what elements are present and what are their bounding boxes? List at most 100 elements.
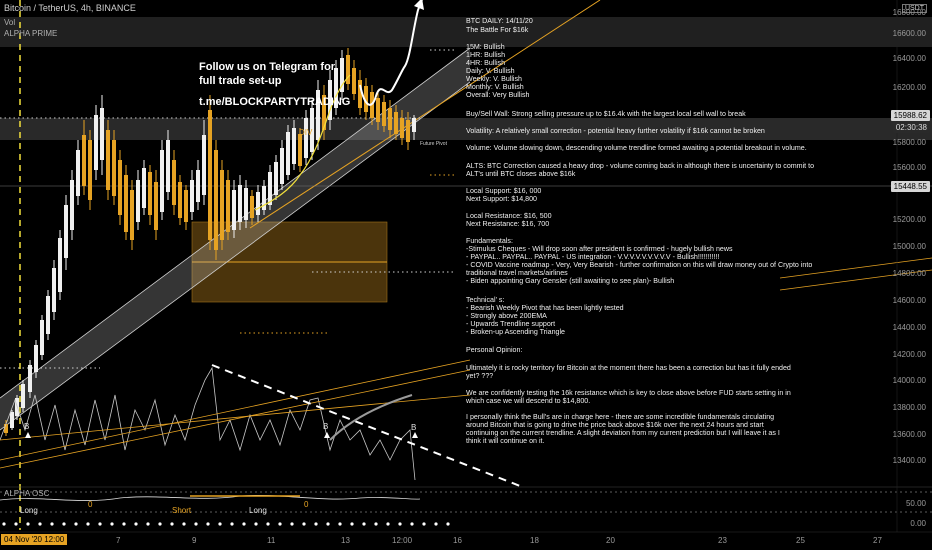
current-price-tag: 15988.62: [890, 110, 930, 121]
buy-triangle-icon: [324, 432, 330, 438]
timeframe-overall: Overall: Very Bullish: [466, 91, 530, 99]
candle-body: [64, 205, 68, 258]
candle-body: [70, 180, 74, 230]
osc-zero-marker: 0: [304, 500, 309, 509]
candle-body: [406, 120, 410, 142]
technical-item: - Upwards Trendline support: [466, 320, 556, 328]
osc-dot-marker: [14, 522, 18, 526]
opinion-paragraph-2: We are confidently testing the 16k resis…: [466, 389, 791, 405]
osc-dot-marker: [386, 522, 390, 526]
osc-dot-marker: [86, 522, 90, 526]
ema-curve: [254, 74, 351, 211]
candle-body: [208, 110, 212, 240]
candle-body: [4, 424, 8, 433]
osc-dot-marker: [326, 522, 330, 526]
timeframe-monthly: Monthly: V. Bullish: [466, 83, 524, 91]
candle-body: [244, 188, 248, 220]
candle-body: [154, 182, 158, 230]
candle-body: [346, 55, 350, 84]
price-axis-label: 14800.00: [892, 269, 926, 278]
candle-body: [10, 412, 14, 428]
price-axis-label: 15800.00: [892, 138, 926, 147]
date-cursor-tag: 04 Nov '20 12:00: [1, 534, 68, 545]
timeframe-15m: 15M: Bullish: [466, 43, 505, 51]
technical-item: - Bearish Weekly Pivot that has been lig…: [466, 304, 624, 312]
timeframe-daily: Daily: V. Bullish: [466, 67, 515, 75]
candle-body: [58, 238, 62, 292]
price-axis-label: 15200.00: [892, 215, 926, 224]
osc-dot-marker: [398, 522, 402, 526]
candle-body: [292, 128, 296, 164]
candle-body: [166, 140, 170, 192]
support-price-tag: 15448.55: [890, 181, 930, 192]
candle-body: [112, 140, 116, 196]
symbol-title[interactable]: Bitcoin / TetherUS, 4h, BINANCE: [4, 3, 136, 13]
candle-body: [262, 186, 266, 210]
candle-body: [76, 150, 80, 196]
price-axis-label: 16800.00: [892, 8, 926, 17]
osc-dot-marker: [134, 522, 138, 526]
technical-item: - Strongly above 200EMA: [466, 312, 547, 320]
opinion-paragraph-1: Ultimately it is rocky territory for Bit…: [466, 364, 791, 380]
candle-body: [316, 90, 320, 140]
volatility-zone-band: [0, 118, 932, 140]
candle-body: [184, 190, 188, 222]
osc-dot-marker: [242, 522, 246, 526]
candle-body: [106, 130, 110, 190]
local-support: Local Support: $16, 000: [466, 187, 542, 195]
currency-badge: USDT: [901, 4, 927, 13]
osc-dot-marker: [290, 522, 294, 526]
osc-gray-curve: [329, 394, 413, 441]
candle-body: [94, 115, 98, 170]
alpha-osc-line: [0, 494, 421, 501]
price-axis-label: 14200.00: [892, 350, 926, 359]
price-axis-label: 16600.00: [892, 29, 926, 38]
candle-body: [142, 168, 146, 208]
candle-body: [250, 196, 254, 218]
time-axis-label: 20: [606, 536, 615, 545]
osc-dot-marker: [62, 522, 66, 526]
alpha-prime-line: [0, 366, 416, 481]
time-axis-label: 9: [192, 536, 197, 545]
osc-dot-marker: [434, 522, 438, 526]
candle-body: [130, 190, 134, 240]
alpha-prime-indicator-label[interactable]: ALPHA PRIME: [4, 29, 58, 38]
osc-dot-marker: [410, 522, 414, 526]
price-axis-label: 14600.00: [892, 296, 926, 305]
time-axis-label: 27: [873, 536, 882, 545]
buy-signal-label: B: [323, 422, 329, 431]
timeframe-1hr: 1HR: Bullish: [466, 51, 506, 59]
price-axis-label: 15000.00: [892, 242, 926, 251]
alts-note-2: ALT's until BTC closes above $16k: [466, 170, 576, 178]
osc-dot-marker: [38, 522, 42, 526]
candle-body: [364, 86, 368, 112]
divergence-label: DIV: [299, 128, 313, 137]
buy-triangle-icon: [25, 432, 31, 438]
candle-body: [40, 320, 44, 355]
technical-title: Technical' s:: [466, 296, 505, 304]
price-axis-label: 13400.00: [892, 456, 926, 465]
candle-body: [226, 180, 230, 232]
candle-body: [340, 58, 344, 92]
alts-note-1: ALTS: BTC Correction caused a heavy drop…: [466, 162, 815, 170]
volatility-note: Volatility: A relatively small correctio…: [466, 127, 765, 135]
osc-dot-marker: [338, 522, 342, 526]
telegram-link[interactable]: t.me/BLOCKPARTYTRADING: [199, 96, 351, 108]
candle-body: [28, 365, 32, 392]
osc-axis-label: 50.00: [905, 499, 926, 508]
osc-dot-marker: [194, 522, 198, 526]
time-axis-label: 13: [341, 536, 350, 545]
price-axis-label: 13600.00: [892, 430, 926, 439]
alpha-osc-indicator-label[interactable]: ALPHA OSC: [4, 489, 50, 498]
osc-dot-marker: [206, 522, 210, 526]
vol-indicator-label[interactable]: Vol: [4, 18, 16, 27]
osc-dot-marker: [314, 522, 318, 526]
osc-dot-marker: [2, 522, 6, 526]
buy-signal-label: B: [411, 423, 417, 432]
osc-dot-marker: [278, 522, 282, 526]
forecast-arrow-icon: [414, 0, 424, 10]
candle-body: [88, 140, 92, 200]
osc-dot-marker: [110, 522, 114, 526]
